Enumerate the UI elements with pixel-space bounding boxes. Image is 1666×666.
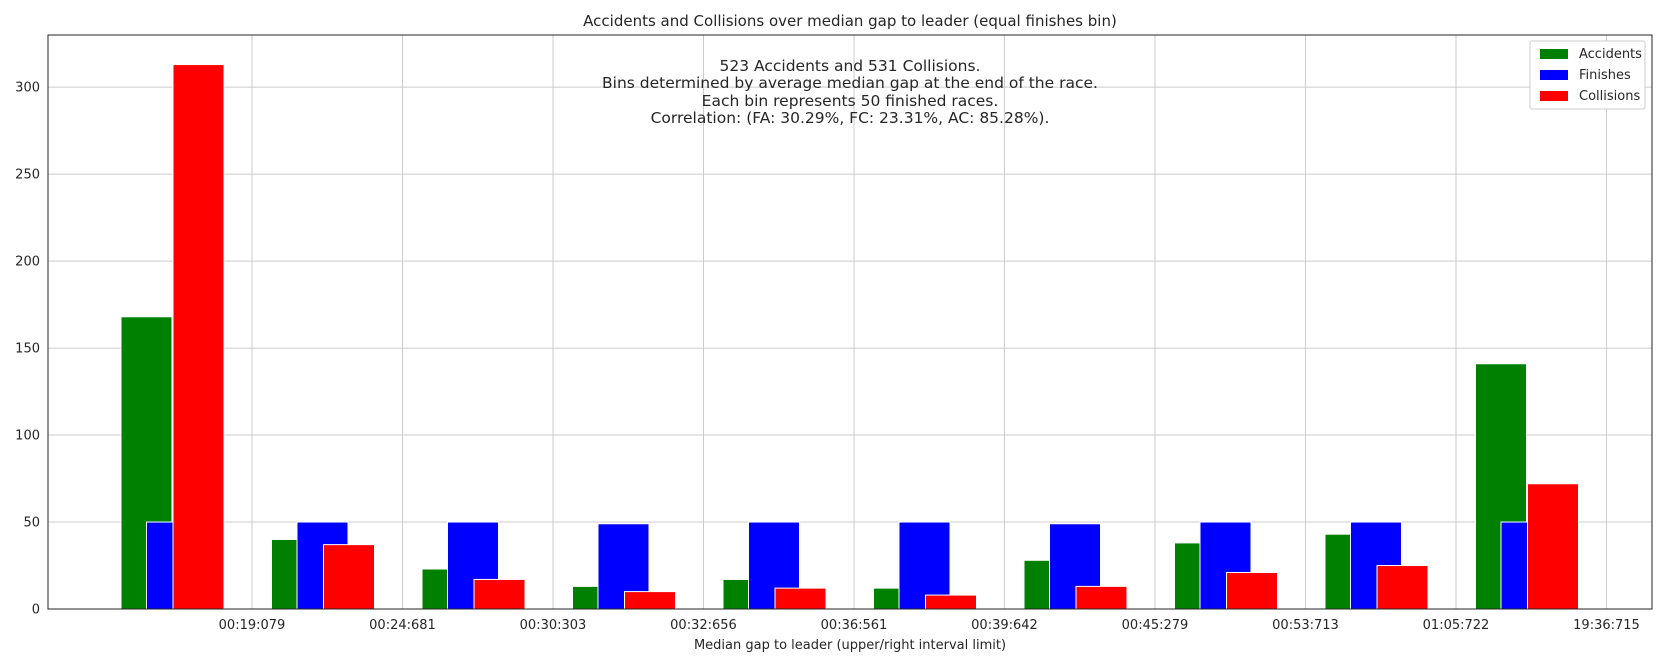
y-tick-label: 200	[15, 255, 40, 270]
legend-label-accidents: Accidents	[1579, 47, 1642, 62]
y-tick-label: 50	[23, 516, 40, 531]
x-tick-label: 01:05:722	[1423, 618, 1490, 633]
collisions-bar	[925, 594, 977, 610]
x-axis-label: Median gap to leader (upper/right interv…	[694, 638, 1006, 653]
collisions-bar	[1226, 571, 1278, 610]
y-tick-label: 0	[32, 603, 40, 618]
collisions-bar	[172, 64, 225, 610]
y-tick-label: 150	[15, 342, 40, 357]
legend-label-collisions: Collisions	[1579, 89, 1640, 104]
x-tick-label: 00:19:079	[219, 618, 286, 633]
grid	[48, 35, 1652, 610]
annotation-line-1: 523 Accidents and 531 Collisions.	[720, 57, 981, 75]
x-tick-labels: 00:19:079 00:24:681 00:30:303 00:32:656 00:3…	[219, 618, 1640, 633]
collisions-bar	[624, 591, 676, 610]
annotation-line-2: Bins determined by average median gap at…	[602, 74, 1098, 92]
legend-swatch-finishes	[1540, 70, 1568, 80]
chart-title: Accidents and Collisions over median gap…	[583, 12, 1117, 30]
annotation-line-3: Each bin represents 50 finished races.	[702, 92, 999, 110]
collisions-bar	[473, 578, 526, 610]
x-tick-label: 00:36:561	[821, 618, 888, 633]
x-tick-label: 00:30:303	[520, 618, 587, 633]
legend: Accidents Finishes Collisions	[1529, 40, 1646, 110]
collisions-bar	[1527, 483, 1579, 610]
x-tick-label: 00:53:713	[1272, 618, 1339, 633]
x-tick-label: 00:39:642	[971, 618, 1038, 633]
legend-label-finishes: Finishes	[1579, 68, 1631, 83]
collisions-bar	[1075, 585, 1128, 610]
legend-swatch-collisions	[1540, 91, 1568, 101]
x-tick-label: 19:36:715	[1573, 618, 1640, 633]
bars	[120, 64, 1579, 610]
y-tick-labels: 0 50 100 150 200 250 300	[15, 81, 40, 618]
collisions-bar	[1376, 565, 1429, 610]
x-tick-label: 00:45:279	[1122, 618, 1189, 633]
x-tick-label: 00:24:681	[369, 618, 436, 633]
finishes-bar	[1049, 523, 1101, 610]
annotation-line-4: Correlation: (FA: 30.29%, FC: 23.31%, AC…	[651, 109, 1050, 127]
y-tick-label: 100	[15, 429, 40, 444]
collisions-bar	[323, 544, 375, 610]
plot-frame	[47, 34, 1653, 610]
collisions-bar	[774, 587, 827, 610]
legend-swatch-accidents	[1540, 49, 1568, 59]
finishes-bar	[597, 523, 650, 610]
y-tick-label: 300	[15, 81, 40, 96]
y-tick-label: 250	[15, 168, 40, 183]
x-tick-label: 00:32:656	[670, 618, 737, 633]
finishes-bar	[898, 521, 951, 610]
